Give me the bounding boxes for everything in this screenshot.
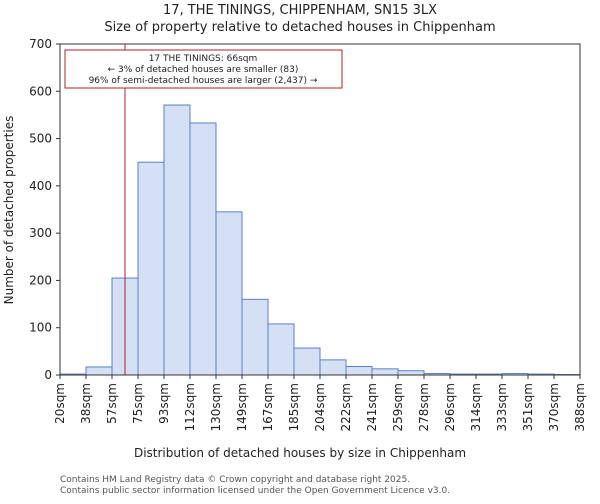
- x-tick-label: 388sqm: [573, 383, 587, 431]
- x-tick-label: 112sqm: [183, 383, 197, 431]
- y-tick-label: 600: [29, 84, 52, 98]
- y-tick-label: 700: [29, 37, 52, 51]
- x-tick-label: 167sqm: [261, 383, 275, 431]
- x-tick-label: 278sqm: [417, 383, 431, 431]
- x-tick-label: 149sqm: [235, 383, 249, 431]
- annotation-line-3: 96% of semi-detached houses are larger (…: [89, 76, 318, 86]
- annotation-line-2: ← 3% of detached houses are smaller (83): [108, 65, 299, 75]
- bars-group: [60, 105, 580, 375]
- bar-112sqm: [190, 123, 216, 375]
- chart-subtitle: Size of property relative to detached ho…: [104, 20, 495, 35]
- footer-line-1: Contains HM Land Registry data © Crown c…: [60, 475, 410, 485]
- x-tick-label: 222sqm: [339, 383, 353, 431]
- x-axis-label: Distribution of detached houses by size …: [134, 446, 466, 460]
- y-tick-label: 500: [29, 132, 52, 146]
- annotation-line-1: 17 THE TININGS: 66sqm: [149, 54, 258, 64]
- annotation-box: 17 THE TININGS: 66sqm ← 3% of detached h…: [65, 50, 342, 88]
- x-axis-ticks: 20sqm 38sqm 57sqm 75sqm 93sqm 112sqm 130sqm 149…: [53, 375, 587, 431]
- bar-167sqm: [268, 324, 294, 375]
- y-tick-label: 200: [29, 273, 52, 287]
- x-tick-label: 38sqm: [79, 383, 93, 424]
- x-tick-label: 130sqm: [209, 383, 223, 431]
- bar-93sqm: [164, 105, 190, 375]
- bar-38sqm: [86, 367, 112, 375]
- x-tick-label: 20sqm: [53, 383, 67, 424]
- x-tick-label: 204sqm: [313, 383, 327, 431]
- x-tick-label: 93sqm: [157, 383, 171, 424]
- x-tick-label: 57sqm: [105, 383, 119, 424]
- x-tick-label: 296sqm: [443, 383, 457, 431]
- bar-75sqm: [138, 162, 164, 375]
- x-tick-label: 351sqm: [521, 383, 535, 431]
- x-tick-label: 75sqm: [131, 383, 145, 424]
- y-tick-label: 300: [29, 226, 52, 240]
- y-axis-label: Number of detached properties: [2, 116, 16, 305]
- x-tick-label: 259sqm: [391, 383, 405, 431]
- footer-line-2: Contains public sector information licen…: [60, 486, 450, 496]
- chart-title: 17, THE TININGS, CHIPPENHAM, SN15 3LX: [163, 3, 437, 18]
- y-tick-label: 100: [29, 321, 52, 335]
- x-tick-label: 241sqm: [365, 383, 379, 431]
- y-axis-ticks: 0 100 200 300 400 500 600 700: [29, 37, 60, 382]
- x-tick-label: 185sqm: [287, 383, 301, 431]
- bar-222sqm: [346, 366, 372, 375]
- bar-130sqm: [216, 212, 242, 375]
- bar-241sqm: [372, 369, 398, 375]
- y-tick-label: 400: [29, 179, 52, 193]
- bar-185sqm: [294, 348, 320, 375]
- bar-149sqm: [242, 299, 268, 375]
- y-tick-label: 0: [44, 368, 52, 382]
- bar-204sqm: [320, 360, 346, 375]
- x-tick-label: 314sqm: [469, 383, 483, 431]
- x-tick-label: 370sqm: [547, 383, 561, 431]
- bar-259sqm: [398, 371, 424, 375]
- x-tick-label: 333sqm: [495, 383, 509, 431]
